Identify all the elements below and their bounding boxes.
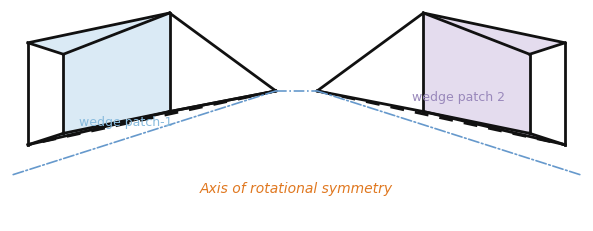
Polygon shape [317, 14, 565, 91]
Polygon shape [28, 44, 63, 145]
Polygon shape [317, 14, 565, 145]
Polygon shape [530, 44, 565, 145]
Polygon shape [317, 14, 423, 112]
Text: wedge patch-1: wedge patch-1 [79, 116, 172, 129]
Polygon shape [28, 14, 276, 91]
Text: wedge patch 2: wedge patch 2 [412, 91, 505, 104]
Text: Axis of rotational symmetry: Axis of rotational symmetry [200, 182, 393, 195]
Polygon shape [170, 14, 276, 112]
Polygon shape [28, 14, 276, 145]
